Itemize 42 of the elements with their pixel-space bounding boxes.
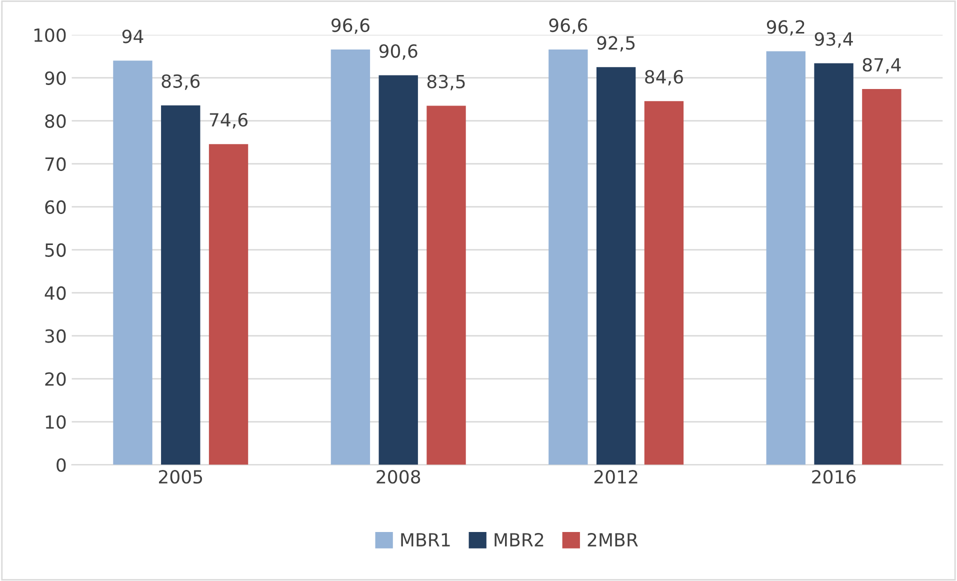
bar <box>426 106 466 465</box>
bar <box>378 75 418 465</box>
bar <box>596 67 636 465</box>
bar <box>330 49 370 465</box>
bar <box>113 60 152 465</box>
bar <box>862 89 902 465</box>
bar <box>548 49 588 465</box>
y-tick-label: 90 <box>45 71 66 85</box>
bar <box>161 105 200 465</box>
bar <box>814 63 854 465</box>
x-tick-label: 2016 <box>812 470 856 484</box>
y-tick-label: 50 <box>45 243 66 257</box>
y-tick-label: 80 <box>45 114 66 128</box>
x-tick-label: 2005 <box>158 470 202 484</box>
data-label: 74,6 <box>210 113 248 129</box>
data-label: 94 <box>122 30 144 44</box>
data-label: 92,5 <box>597 36 635 52</box>
data-label: 96,6 <box>549 18 588 34</box>
data-label: 96,2 <box>766 20 804 36</box>
bar <box>208 144 248 465</box>
x-tick-label: 2012 <box>594 470 638 484</box>
legend-label: 2MBR <box>588 532 638 546</box>
legend-label: MBR1 <box>401 533 450 546</box>
y-tick-label: 0 <box>56 458 66 472</box>
y-tick-label: 100 <box>34 28 66 42</box>
y-tick-label: 20 <box>45 372 66 386</box>
data-label: 84,6 <box>645 70 683 86</box>
y-tick-label: 60 <box>45 200 66 214</box>
bar <box>766 51 806 465</box>
data-label: 90,6 <box>379 44 418 60</box>
legend-label: MBR2 <box>494 532 544 546</box>
y-tick-label: 70 <box>45 157 66 171</box>
y-tick-label: 10 <box>46 415 66 429</box>
x-tick-label: 2008 <box>376 470 420 484</box>
y-tick-label: 30 <box>45 329 66 343</box>
data-label: 83,5 <box>427 74 465 90</box>
y-tick-label: 40 <box>44 286 66 300</box>
data-label: 83,6 <box>162 74 200 90</box>
bar <box>644 101 684 465</box>
data-label: 93,4 <box>814 32 853 48</box>
data-label: 96,6 <box>331 18 370 34</box>
data-label: 87,4 <box>862 58 901 74</box>
